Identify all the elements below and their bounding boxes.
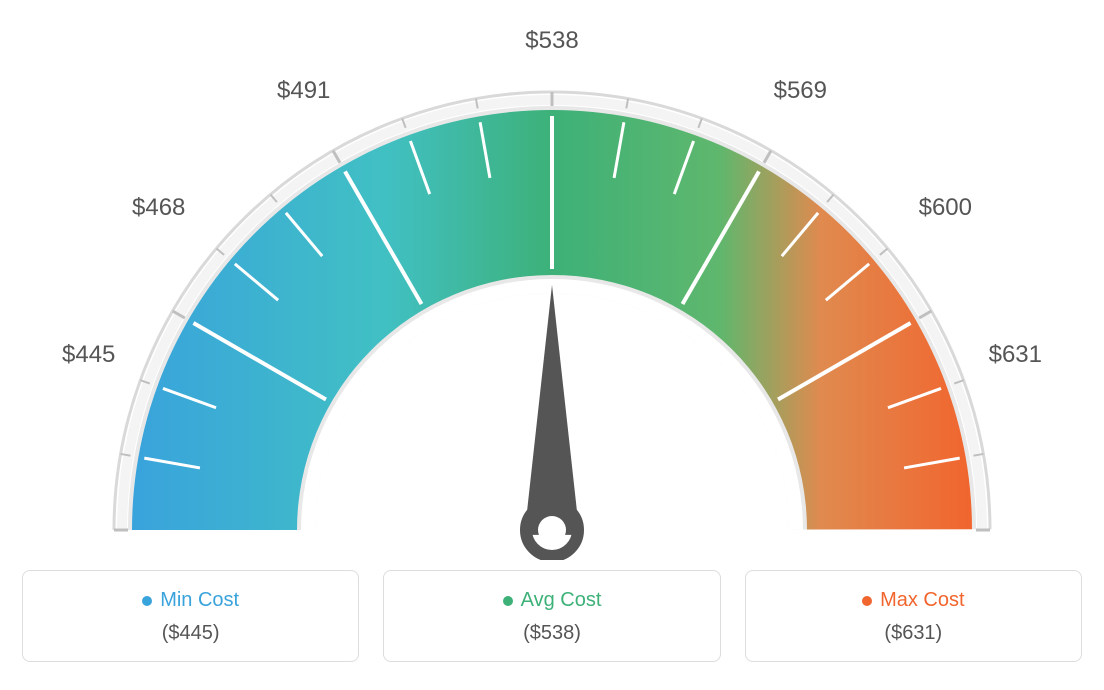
legend-row: Min Cost ($445) Avg Cost ($538) Max Cost…: [22, 570, 1082, 662]
gauge-chart: $445 $468 $491 $538 $569 $600 $631: [22, 20, 1082, 560]
legend-label-max: Max Cost: [880, 589, 964, 612]
legend-title-max: Max Cost: [862, 589, 964, 612]
gauge-tick-label: $468: [132, 194, 185, 221]
legend-title-min: Min Cost: [142, 589, 239, 612]
gauge-tick-label: $631: [989, 341, 1042, 368]
gauge-tick-label: $600: [919, 194, 972, 221]
legend-title-avg: Avg Cost: [503, 589, 602, 612]
legend-label-min: Min Cost: [160, 589, 239, 612]
gauge-tick-label: $445: [62, 341, 115, 368]
gauge-tick-label: $491: [277, 77, 330, 104]
chart-container: $445 $468 $491 $538 $569 $600 $631 Min Cost ($…: [0, 0, 1104, 690]
legend-card-max: Max Cost ($631): [745, 570, 1082, 662]
legend-dot-max: [862, 596, 872, 606]
legend-card-min: Min Cost ($445): [22, 570, 359, 662]
legend-value-max: ($631): [884, 622, 942, 645]
legend-dot-min: [142, 596, 152, 606]
gauge-svg: $445 $468 $491 $538 $569 $600 $631: [22, 20, 1082, 560]
legend-label-avg: Avg Cost: [521, 589, 602, 612]
legend-value-avg: ($538): [523, 622, 581, 645]
legend-dot-avg: [503, 596, 513, 606]
legend-card-avg: Avg Cost ($538): [383, 570, 720, 662]
gauge-tick-label: $569: [774, 77, 827, 104]
gauge-tick-label: $538: [525, 27, 578, 54]
legend-value-min: ($445): [162, 622, 220, 645]
